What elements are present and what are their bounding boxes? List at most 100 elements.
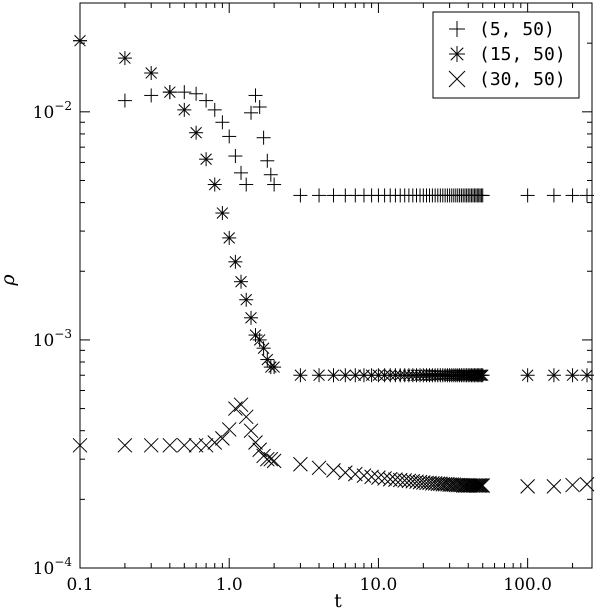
data-point	[546, 479, 562, 494]
data-point	[347, 466, 363, 482]
data-point	[215, 115, 230, 130]
data-point	[234, 274, 249, 289]
data-point	[248, 88, 263, 103]
data-point	[312, 368, 327, 383]
data-point	[239, 292, 254, 307]
data-point	[520, 188, 535, 203]
data-point	[266, 453, 282, 469]
data-point	[565, 368, 580, 383]
data-point	[475, 368, 490, 383]
data-point	[579, 476, 595, 492]
data-point	[293, 456, 308, 472]
data-point	[432, 476, 448, 492]
data-point	[199, 152, 214, 167]
data-point	[244, 105, 259, 120]
data-point	[293, 368, 308, 383]
data-point	[356, 468, 372, 484]
data-point	[244, 310, 259, 325]
data-point	[162, 437, 178, 453]
legend-label: (30, 50)	[479, 69, 566, 90]
data-point	[546, 188, 561, 203]
data-point	[263, 451, 279, 467]
data-point	[117, 437, 133, 453]
data-point	[199, 93, 214, 108]
data-point	[326, 188, 341, 203]
data-point	[311, 460, 327, 476]
data-point	[221, 422, 237, 437]
x-tick-label: 1.0	[216, 575, 243, 595]
data-point	[388, 472, 403, 487]
x-tick-label: 0.1	[66, 575, 93, 595]
data-point	[222, 230, 237, 245]
data-point	[207, 435, 223, 450]
data-point	[546, 368, 561, 383]
data-point	[215, 206, 230, 221]
data-point	[475, 188, 490, 203]
data-point	[565, 188, 580, 203]
data-point	[144, 88, 159, 103]
data-point	[73, 33, 87, 48]
data-point	[326, 462, 341, 478]
data-point	[472, 478, 488, 493]
data-point	[580, 188, 595, 203]
data-point	[326, 368, 341, 383]
data-point	[198, 437, 214, 453]
data-point	[474, 478, 489, 493]
data-point	[520, 368, 535, 383]
data-point	[520, 479, 535, 494]
y-axis: 10−4 10−3 10−2	[33, 2, 592, 579]
legend-label: (5, 50)	[479, 19, 555, 40]
data-point	[267, 360, 282, 375]
legend-label: (15, 50)	[479, 44, 566, 65]
x-tick-label: 10.0	[359, 575, 397, 595]
data-point	[144, 65, 159, 80]
data-point	[475, 478, 491, 493]
data-point	[409, 474, 424, 490]
x-axis: 0.1 1.0 10.0 100.0	[66, 3, 574, 595]
data-point	[364, 469, 379, 485]
data-point	[469, 478, 485, 493]
legend: (5, 50) (15, 50) (30, 50)	[432, 11, 580, 99]
data-point	[471, 478, 487, 493]
data-point	[215, 431, 230, 446]
data-point	[162, 85, 177, 100]
data-point	[565, 477, 580, 493]
data-point	[467, 478, 482, 493]
legend-marker	[448, 70, 466, 88]
data-point	[233, 397, 249, 413]
data-point	[234, 165, 249, 180]
data-point	[176, 437, 192, 453]
data-point	[238, 409, 254, 425]
y-tick-label: 10−4	[33, 555, 73, 579]
data-point	[252, 99, 267, 114]
data-point	[252, 442, 268, 458]
legend-marker	[449, 46, 465, 62]
data-points	[72, 33, 595, 494]
data-point	[312, 188, 327, 203]
data-point	[337, 465, 353, 480]
data-point	[177, 85, 192, 100]
data-point	[207, 177, 222, 192]
series-2	[73, 33, 595, 383]
data-point	[239, 177, 254, 192]
legend-marker	[449, 21, 465, 37]
plot-frame	[79, 2, 593, 569]
data-point	[256, 130, 271, 145]
data-point	[228, 254, 243, 269]
data-point	[248, 435, 263, 450]
data-point	[207, 102, 222, 117]
data-point	[256, 341, 271, 356]
data-point	[243, 423, 259, 439]
data-point	[267, 177, 282, 192]
plot-border	[79, 2, 593, 569]
x-tick-label: 100.0	[503, 575, 552, 595]
y-tick-label: 10−2	[33, 99, 72, 123]
data-point	[228, 149, 243, 164]
data-point	[468, 478, 484, 493]
series-3	[72, 397, 595, 494]
data-point	[177, 102, 192, 117]
data-point	[72, 437, 88, 453]
y-axis-label: ρ	[0, 274, 19, 287]
data-point	[259, 451, 275, 467]
